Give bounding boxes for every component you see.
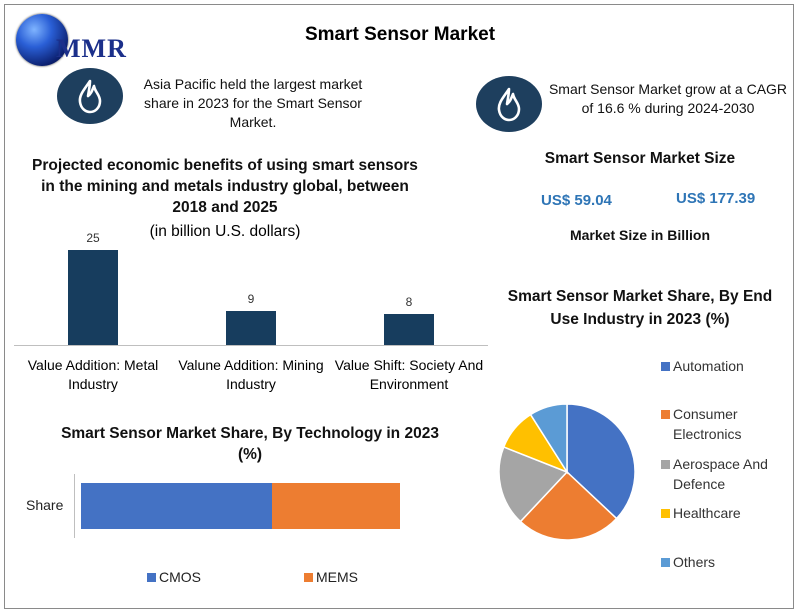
asia-pacific-note: Asia Pacific held the largest market sha… (143, 76, 363, 130)
end-use-chart-title: Smart Sensor Market Share, By End Use In… (507, 288, 773, 328)
cmos-segment (81, 483, 273, 529)
technology-stacked-bar (81, 483, 400, 529)
flame-icon (476, 76, 542, 132)
cagr-note: Smart Sensor Market grow at a CAGR of 16… (548, 81, 788, 116)
share-axis-label: Share (26, 497, 64, 513)
pie-legend-swatch (661, 410, 670, 419)
benefit-category-label: Valune Addition: Mining Industry (178, 357, 324, 392)
benefit-bar (68, 249, 118, 345)
benefit-category-label: Value Shift: Society And Environment (334, 357, 484, 392)
x-axis-line (14, 345, 488, 346)
page-title: Smart Sensor Market (304, 24, 496, 45)
mems-legend-swatch (304, 573, 313, 582)
infographic-frame (4, 4, 794, 609)
benefit-value-label: 9 (247, 291, 255, 306)
market-size-title: Smart Sensor Market Size (544, 150, 736, 167)
pie-legend-label: Aerospace And Defence (673, 456, 768, 492)
benefit-bar (384, 314, 434, 345)
end-use-pie-chart (498, 403, 636, 541)
market-size-2030-value: US$ 177.39 (676, 190, 756, 207)
benefit-value-label: 8 (405, 295, 413, 310)
pie-slice (529, 403, 568, 475)
pie-legend-label: Healthcare (673, 505, 741, 521)
technology-chart-title: Smart Sensor Market Share, By Technology… (61, 425, 439, 463)
pie-slice (566, 403, 636, 520)
pie-legend-label: Automation (673, 358, 744, 374)
benefits-bar-plot (14, 242, 488, 346)
benefit-bar (226, 310, 276, 345)
benefits-chart-title: Projected economic benefits of using sma… (32, 157, 418, 216)
pie-legend-swatch (661, 509, 670, 518)
flame-icon (57, 68, 123, 124)
pie-legend-swatch (661, 362, 670, 371)
pie-legend-swatch (661, 558, 670, 567)
benefit-category-label: Value Addition: Metal Industry (27, 357, 159, 392)
cmos-legend-label: CMOS (159, 569, 201, 585)
mems-segment (272, 483, 400, 529)
pie-legend-swatch (661, 460, 670, 469)
cmos-legend-swatch (147, 573, 156, 582)
mems-legend-label: MEMS (316, 569, 358, 585)
market-size-caption: Market Size in Billion (569, 227, 711, 243)
y-axis-line (74, 474, 75, 538)
benefits-chart-subtitle: (in billion U.S. dollars) (149, 223, 301, 240)
brand-logo: MMR (56, 34, 127, 63)
benefit-value-label: 25 (86, 230, 100, 245)
pie-legend-label: Others (673, 554, 716, 570)
pie-legend-label: Consumer Electronics (673, 406, 742, 442)
globe-logo-icon (16, 14, 68, 66)
market-size-2023-value: US$ 59.04 (541, 192, 612, 209)
pie-slice (519, 470, 618, 541)
